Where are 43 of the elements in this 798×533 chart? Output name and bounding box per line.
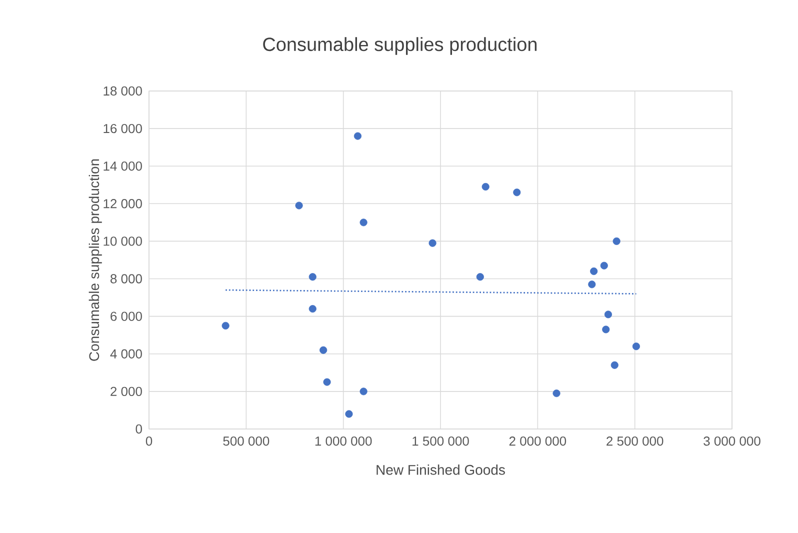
point	[476, 273, 484, 281]
y-axis-title: Consumable supplies production	[88, 159, 102, 361]
point	[320, 346, 328, 354]
point	[360, 218, 368, 226]
x-axis-title: New Finished Goods	[376, 464, 505, 475]
x-tick-label: 1 500 000	[412, 436, 469, 446]
point	[600, 262, 608, 270]
point	[602, 326, 610, 334]
y-tick-label: 16 000	[104, 124, 142, 134]
x-tick-label: 500 000	[223, 436, 270, 446]
y-tick-label: 0	[136, 424, 142, 434]
y-tick-label: 8 000	[110, 274, 142, 284]
y-tick-label: 18 000	[104, 86, 142, 96]
point	[604, 310, 612, 318]
y-tick-label: 2 000	[110, 386, 142, 396]
y-tick-label: 10 000	[104, 236, 142, 246]
point	[323, 378, 331, 386]
y-tick-label: 14 000	[104, 161, 142, 171]
point	[308, 305, 316, 313]
y-tick-label: 4 000	[110, 349, 142, 358]
point	[222, 322, 230, 330]
point	[308, 273, 316, 281]
point	[345, 410, 353, 418]
y-tick-label: 6 000	[110, 312, 142, 321]
point	[610, 361, 618, 369]
point	[590, 267, 598, 276]
point	[360, 388, 368, 396]
x-tick-label: 0	[146, 436, 152, 446]
point	[513, 188, 521, 196]
chart-title: Consumable supplies production	[263, 37, 537, 55]
point	[482, 182, 490, 191]
point	[612, 237, 620, 245]
point	[632, 342, 640, 350]
point	[428, 239, 436, 247]
x-tick-label: 3 000 000	[704, 436, 760, 446]
point	[295, 202, 303, 210]
point	[354, 132, 362, 140]
y-tick-label: 12 000	[104, 199, 142, 208]
x-tick-label: 2 500 000	[606, 436, 664, 446]
x-tick-label: 2 000 000	[509, 436, 566, 446]
point	[552, 390, 560, 398]
x-tick-label: 1 000 000	[315, 436, 372, 446]
point	[588, 280, 596, 288]
